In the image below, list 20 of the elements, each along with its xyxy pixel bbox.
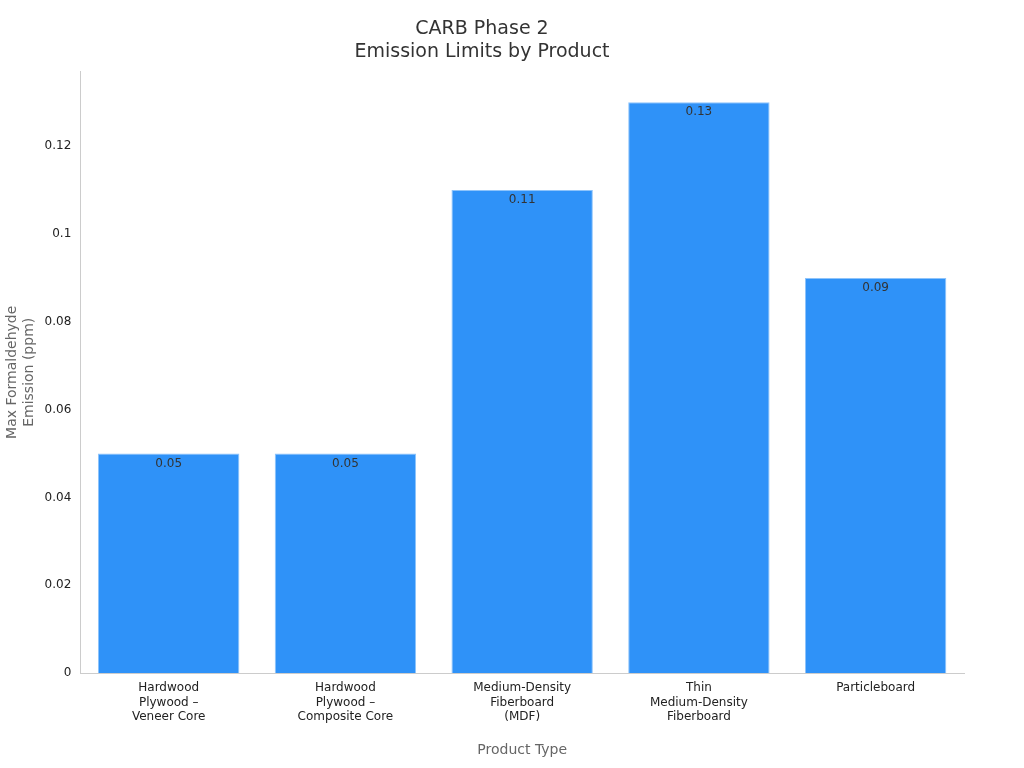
y-tick-label: 0.04 bbox=[44, 489, 72, 504]
x-tick-label: Thin Medium-Density Fiberboard bbox=[649, 680, 748, 724]
y-tick-label: 0.12 bbox=[44, 138, 72, 153]
data-label: 0.05 bbox=[332, 455, 359, 470]
data-label: 0.05 bbox=[155, 455, 183, 470]
y-tick-label: 0.02 bbox=[44, 577, 72, 592]
x-tick-label: Hardwood Plywood – Composite Core bbox=[297, 680, 394, 724]
x-tick-label: Hardwood Plywood – Veneer Core bbox=[131, 680, 206, 724]
y-tick-label: 0.06 bbox=[44, 401, 72, 416]
x-tick-label: Medium-Density Fiberboard (MDF) bbox=[473, 680, 572, 724]
y-axis-title: Max Formaldehyde Emission (ppm) bbox=[3, 305, 36, 439]
data-label: 0.11 bbox=[508, 192, 536, 207]
y-tick-label: 0.08 bbox=[44, 313, 72, 328]
chart-title: CARB Phase 2 Emission Limits by Product bbox=[354, 16, 610, 62]
x-axis-title: Product Type bbox=[477, 741, 568, 758]
data-label: 0.09 bbox=[862, 280, 889, 295]
y-tick-label: 0.1 bbox=[52, 226, 72, 241]
data-label: 0.13 bbox=[685, 104, 713, 119]
y-tick-label: 0 bbox=[63, 665, 72, 680]
x-tick-label: Particleboard bbox=[836, 680, 916, 695]
